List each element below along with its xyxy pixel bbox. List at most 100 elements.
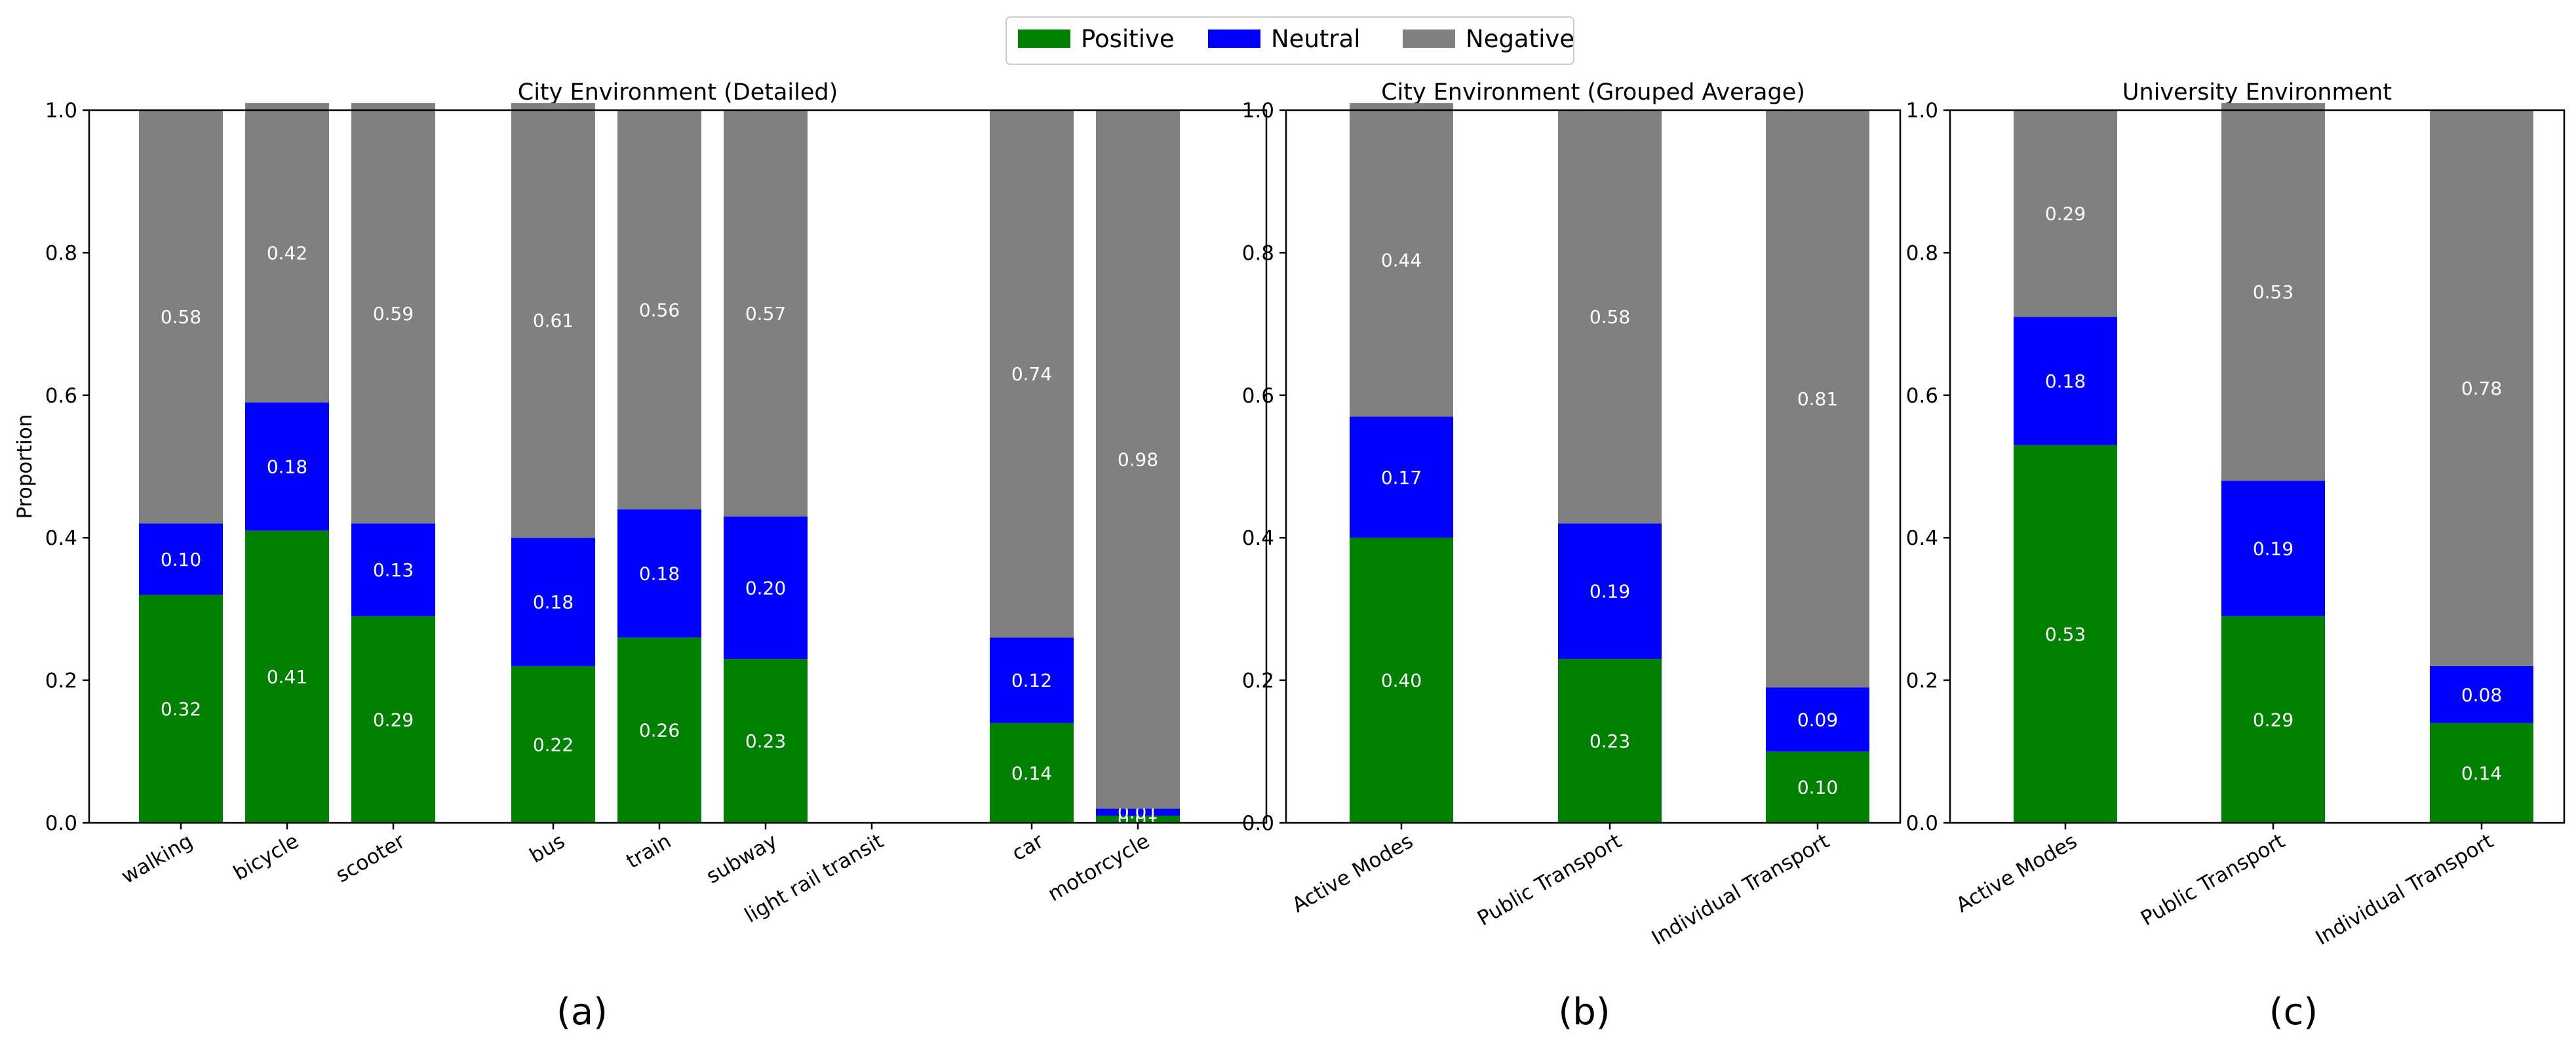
- x-tick-label: Individual Transport: [2312, 829, 2497, 950]
- data-label-neutral: 0.10: [161, 549, 201, 570]
- panel-title: University Environment: [2122, 79, 2392, 106]
- bar-neutral-individual-transport: [2430, 666, 2533, 723]
- legend-item-negative: Negative: [1403, 25, 1574, 53]
- data-label-positive: 0.29: [2253, 709, 2293, 730]
- bar-neutral-active-modes: [2014, 317, 2117, 445]
- y-tick-label: 0.8: [1906, 241, 1938, 265]
- x-tick-label: Public Transport: [1473, 829, 1626, 931]
- legend-label-negative: Negative: [1466, 25, 1574, 53]
- bar-positive-bicycle: [245, 530, 329, 823]
- y-tick-label: 1.0: [1906, 99, 1938, 123]
- bar-negative-public-transport: [2221, 103, 2325, 481]
- plot-frame: [1949, 109, 2566, 824]
- plot-frame: [88, 109, 1268, 824]
- bar-positive-individual-transport: [2430, 723, 2533, 823]
- data-label-negative: 0.59: [373, 303, 414, 325]
- data-label-positive: 0.29: [373, 709, 414, 730]
- data-label-negative: 0.53: [2253, 281, 2293, 303]
- y-tick-label: 1.0: [45, 99, 77, 123]
- bar-neutral-scooter: [351, 523, 435, 616]
- data-label-negative: 0.57: [745, 303, 786, 325]
- legend-frame: [1005, 16, 1574, 65]
- bar-negative-walking: [139, 110, 223, 524]
- bar-neutral-public-transport: [2221, 481, 2325, 616]
- legend: Positive Neutral Negative: [1005, 16, 1574, 65]
- data-label-positive: 0.14: [1011, 763, 1052, 784]
- bar-negative-car: [990, 110, 1074, 638]
- data-label-neutral: 0.20: [745, 577, 786, 599]
- data-label-positive: 0.23: [745, 730, 786, 752]
- bar-positive-subway: [724, 658, 808, 823]
- y-tick-label: 0.2: [1906, 669, 1938, 693]
- bar-negative-active-modes: [1350, 103, 1453, 417]
- bar-positive-individual-transport: [1766, 751, 1869, 823]
- data-label-positive: 0.26: [639, 720, 680, 742]
- y-tick-label: 0.0: [1242, 812, 1274, 835]
- data-label-neutral: 0.18: [267, 456, 307, 478]
- data-label-neutral: 0.12: [1011, 670, 1052, 692]
- x-tick-label: Public Transport: [2137, 829, 2289, 931]
- data-label-neutral: 0.19: [2253, 538, 2293, 560]
- data-label-neutral: 0.17: [1381, 467, 1422, 488]
- x-tick-label: bicycle: [229, 829, 303, 885]
- data-label-negative: 0.61: [533, 310, 574, 332]
- x-tick-label: bus: [526, 829, 569, 868]
- x-tick-label: Active Modes: [1288, 829, 1417, 917]
- y-tick-label: 1.0: [1242, 99, 1274, 123]
- panel-title: City Environment (Grouped Average): [1381, 79, 1805, 106]
- data-label-positive: 0.40: [1381, 670, 1422, 692]
- y-tick-label: 0.8: [45, 241, 77, 265]
- y-tick-label: 0.2: [1242, 669, 1274, 693]
- data-label-negative: 0.74: [1011, 363, 1052, 385]
- y-tick-label: 0.6: [1906, 384, 1938, 408]
- x-tick-label: train: [622, 829, 675, 873]
- data-label-negative: 0.78: [2461, 378, 2502, 399]
- bar-neutral-bicycle: [245, 402, 329, 531]
- data-label-neutral: 0.19: [1590, 581, 1630, 603]
- bar-neutral-motorcycle: [1096, 808, 1180, 816]
- y-tick-label: 0.4: [45, 526, 77, 550]
- panel-label: (c): [2269, 991, 2318, 1033]
- legend-swatch-neutral: [1208, 30, 1260, 48]
- bar-negative-individual-transport: [2430, 110, 2533, 666]
- data-label-positive: 0.32: [161, 698, 201, 720]
- bar-positive-active-modes: [2014, 445, 2117, 823]
- data-label-negative: 0.98: [1118, 449, 1158, 471]
- data-label-positive: 0.10: [1797, 777, 1838, 799]
- data-label-neutral: 0.18: [639, 563, 680, 585]
- legend-swatch-positive: [1018, 30, 1070, 48]
- bar-positive-public-transport: [2221, 616, 2325, 823]
- bar-positive-scooter: [351, 616, 435, 823]
- bar-negative-scooter: [351, 103, 435, 524]
- bar-positive-public-transport: [1558, 658, 1662, 823]
- data-label-positive: 0.53: [2045, 624, 2086, 645]
- bar-neutral-individual-transport: [1766, 687, 1869, 752]
- bar-positive-bus: [511, 666, 595, 823]
- bar-negative-train: [617, 110, 701, 509]
- y-tick-label: 0.4: [1906, 526, 1938, 550]
- data-label-negative: 0.58: [161, 306, 201, 328]
- panel-a: City Environment (Detailed) 0.32 0.10 0.58 0…: [13, 79, 1268, 1033]
- y-tick-label: 0.6: [45, 384, 77, 408]
- bar-negative-bicycle: [245, 103, 329, 403]
- bar-negative-public-transport: [1558, 110, 1662, 524]
- y-axis-label: Proportion: [13, 414, 37, 519]
- panel-c: University Environment 0.53 0.18 0.29 0.29 0.…: [1906, 79, 2566, 1033]
- data-label-positive: 0.41: [267, 666, 307, 688]
- bar-neutral-walking: [139, 523, 223, 595]
- x-tick-label: scooter: [332, 829, 409, 888]
- bar-neutral-public-transport: [1558, 523, 1662, 659]
- y-tick-label: 0.4: [1242, 526, 1274, 550]
- bar-positive-train: [617, 637, 701, 823]
- data-label-negative: 0.29: [2045, 203, 2086, 225]
- x-tick-label: walking: [117, 829, 197, 889]
- bar-positive-walking: [139, 595, 223, 823]
- bar-positive-motorcycle: [1096, 816, 1180, 823]
- data-label-negative: 0.42: [267, 242, 307, 264]
- bar-neutral-active-modes: [1350, 416, 1453, 538]
- bar-neutral-subway: [724, 516, 808, 659]
- legend-label-neutral: Neutral: [1271, 25, 1361, 53]
- y-tick-label: 0.6: [1242, 384, 1274, 408]
- data-label-positive: 0.14: [2461, 763, 2502, 784]
